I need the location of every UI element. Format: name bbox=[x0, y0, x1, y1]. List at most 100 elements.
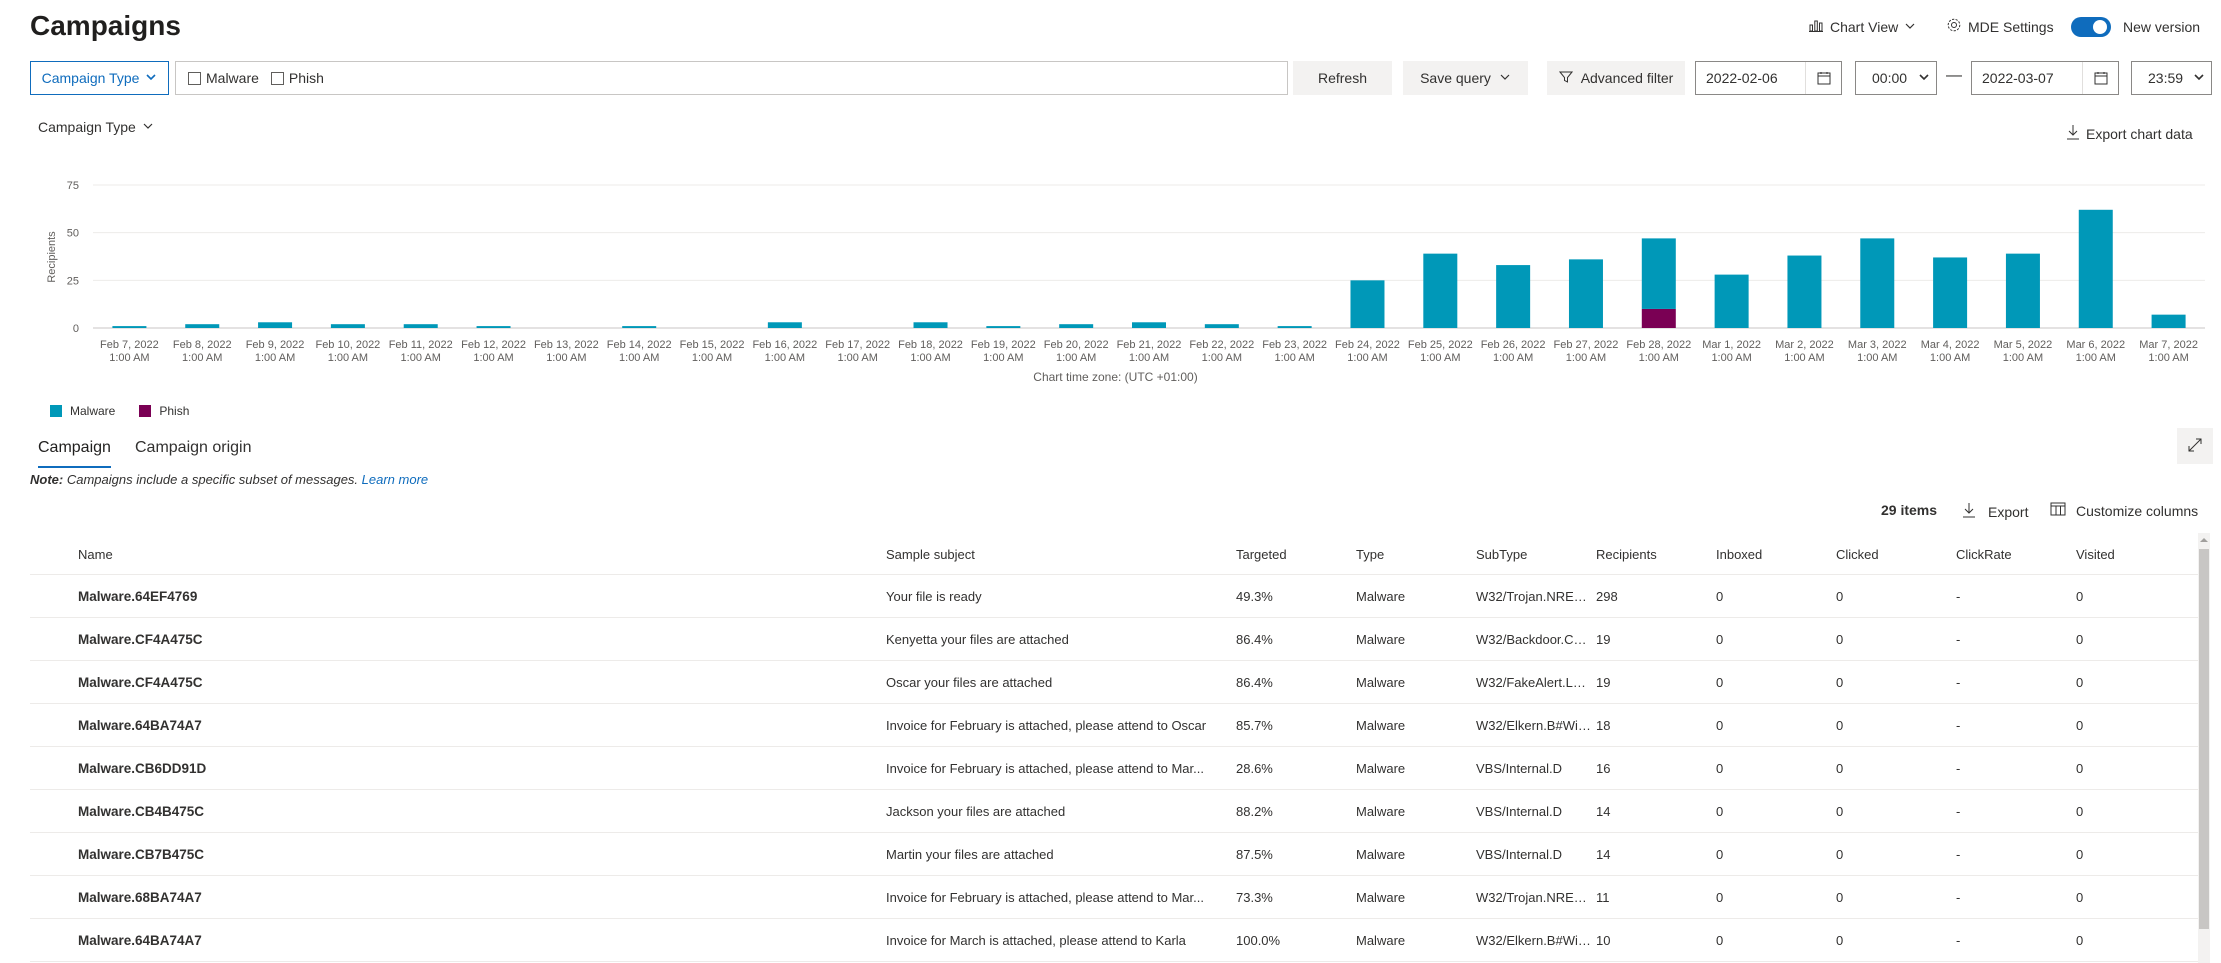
campaign-name-cell[interactable]: Malware.CF4A475C bbox=[78, 675, 203, 690]
table-cell: Invoice for February is attached, please… bbox=[886, 718, 1207, 733]
bar-malware[interactable] bbox=[1059, 324, 1094, 328]
scroll-up-arrow-icon[interactable] bbox=[2200, 536, 2208, 544]
bar-malware[interactable] bbox=[330, 324, 365, 328]
bar-phish[interactable] bbox=[1641, 308, 1676, 328]
new-version-toggle[interactable] bbox=[2071, 17, 2111, 37]
start-date-field[interactable]: 2022-02-06 bbox=[1695, 61, 1842, 95]
table-row[interactable]: Malware.64BA74A7 Invoice for February is … bbox=[30, 704, 2200, 747]
advanced-filter-button[interactable]: Advanced filter bbox=[1547, 61, 1685, 95]
calendar-icon[interactable] bbox=[2082, 62, 2118, 94]
bar-malware[interactable] bbox=[1714, 274, 1749, 328]
bar-malware[interactable] bbox=[1933, 257, 1968, 328]
bar-malware[interactable] bbox=[2151, 314, 2186, 328]
column-header[interactable]: Inboxed bbox=[1716, 547, 1763, 562]
table-cell: 14 bbox=[1596, 804, 1611, 819]
bar-malware[interactable] bbox=[1277, 326, 1312, 328]
table-row[interactable]: Malware.CB7B475C Martin your files are at… bbox=[30, 833, 2200, 876]
campaign-type-dropdown[interactable]: Campaign Type bbox=[30, 61, 169, 95]
campaign-name-cell[interactable]: Malware.68BA74A7 bbox=[78, 890, 202, 905]
bar-malware[interactable] bbox=[1204, 324, 1239, 328]
x-tick-sublabel: 1:00 AM bbox=[109, 352, 149, 364]
campaign-name-cell[interactable]: Malware.CB6DD91D bbox=[78, 761, 207, 776]
bar-malware[interactable] bbox=[258, 322, 293, 328]
column-header[interactable]: ClickRate bbox=[1956, 547, 2012, 562]
x-tick-sublabel: 1:00 AM bbox=[2076, 352, 2116, 364]
bar-malware[interactable] bbox=[2005, 253, 2040, 328]
bar-malware[interactable] bbox=[185, 324, 220, 328]
table-cell: 0 bbox=[1836, 718, 1844, 733]
campaign-name-cell[interactable]: Malware.CF4A475C bbox=[78, 632, 203, 647]
gear-icon bbox=[1946, 17, 1962, 36]
mde-settings-button[interactable]: MDE Settings bbox=[1946, 17, 2054, 36]
bar-malware[interactable] bbox=[1350, 280, 1385, 328]
campaign-name-cell[interactable]: Malware.64BA74A7 bbox=[78, 933, 202, 948]
learn-more-link[interactable]: Learn more bbox=[361, 472, 429, 487]
table-row[interactable]: Malware.CF4A475C Kenyetta your files are … bbox=[30, 618, 2200, 661]
tab-campaign[interactable]: Campaign bbox=[38, 439, 111, 456]
table-row[interactable]: Malware.CF4A475C Oscar your files are att… bbox=[30, 661, 2200, 704]
chart-view-dropdown[interactable]: Chart View bbox=[1808, 17, 1916, 36]
table-row[interactable]: Malware.CB6DD91D Invoice for February is … bbox=[30, 747, 2200, 790]
end-date-field[interactable]: 2022-03-07 bbox=[1971, 61, 2119, 95]
bar-malware[interactable] bbox=[112, 326, 147, 328]
customize-columns-button[interactable]: Customize columns bbox=[2050, 502, 2198, 519]
end-time-select[interactable]: 23:59 bbox=[2131, 61, 2212, 95]
column-header[interactable]: Type bbox=[1356, 547, 1385, 562]
table-cell: 86.4% bbox=[1236, 675, 1273, 690]
table-row[interactable]: Malware.64EF4769 Your file is ready 49.3% M… bbox=[30, 575, 2200, 618]
export-chart-data-button[interactable]: Export chart data bbox=[2066, 124, 2193, 143]
bar-malware[interactable] bbox=[1423, 253, 1458, 328]
start-time-select[interactable]: 00:00 bbox=[1855, 61, 1937, 95]
table-scrollbar[interactable] bbox=[2198, 533, 2210, 963]
bar-malware[interactable] bbox=[986, 326, 1021, 328]
table-row[interactable]: Malware.64BA74A7 Invoice for March is att… bbox=[30, 919, 2200, 962]
calendar-icon[interactable] bbox=[1805, 62, 1841, 94]
legend-item-malware[interactable]: Malware bbox=[50, 404, 115, 418]
column-header[interactable]: Clicked bbox=[1836, 547, 1879, 562]
x-tick-label: Feb 11, 2022 bbox=[389, 339, 453, 351]
bar-malware[interactable] bbox=[1496, 265, 1531, 328]
column-header[interactable]: Visited bbox=[2076, 547, 2115, 562]
malware-checkbox[interactable]: Malware bbox=[188, 70, 259, 86]
table-row[interactable]: Malware.68BA74A7 Invoice for February is … bbox=[30, 876, 2200, 919]
bar-malware[interactable] bbox=[1860, 238, 1895, 328]
bar-malware[interactable] bbox=[476, 326, 511, 328]
campaign-name-cell[interactable]: Malware.CB7B475C bbox=[78, 847, 205, 862]
note-text: Campaigns include a specific subset of m… bbox=[63, 472, 362, 487]
scrollbar-thumb[interactable] bbox=[2199, 549, 2209, 929]
table-row[interactable]: Malware.CB4B475C Jackson your files are a… bbox=[30, 790, 2200, 833]
tab-campaign-origin[interactable]: Campaign origin bbox=[135, 439, 252, 456]
export-button[interactable]: Export bbox=[1962, 502, 2028, 521]
phish-checkbox[interactable]: Phish bbox=[270, 70, 324, 86]
chevron-down-icon bbox=[2193, 70, 2205, 86]
bar-malware[interactable] bbox=[1641, 238, 1676, 309]
campaign-name-cell[interactable]: Malware.CB4B475C bbox=[78, 804, 205, 819]
bar-malware[interactable] bbox=[913, 322, 948, 328]
table-cell: Malware bbox=[1356, 933, 1406, 948]
table-cell: 0 bbox=[1716, 933, 1724, 948]
legend-item-phish[interactable]: Phish bbox=[139, 404, 189, 418]
column-header[interactable]: SubType bbox=[1476, 547, 1528, 562]
expand-button[interactable] bbox=[2177, 428, 2213, 464]
bar-malware[interactable] bbox=[1132, 322, 1166, 328]
campaign-name-cell[interactable]: Malware.64BA74A7 bbox=[78, 718, 202, 733]
group-by-dropdown[interactable]: Campaign Type bbox=[38, 119, 154, 135]
bar-malware[interactable] bbox=[1568, 259, 1603, 328]
refresh-button[interactable]: Refresh bbox=[1293, 61, 1392, 95]
table-cell: VBS/Internal.D bbox=[1476, 847, 1562, 862]
table-cell: 0 bbox=[2076, 589, 2084, 604]
table-cell: Your file is ready bbox=[886, 589, 982, 604]
column-header[interactable]: Recipients bbox=[1596, 547, 1657, 562]
campaign-name-cell[interactable]: Malware.64EF4769 bbox=[78, 589, 198, 604]
x-tick-sublabel: 1:00 AM bbox=[401, 352, 441, 364]
bar-malware[interactable] bbox=[767, 322, 802, 328]
column-header[interactable]: Name bbox=[78, 547, 113, 562]
column-header[interactable]: Targeted bbox=[1236, 547, 1287, 562]
bar-malware[interactable] bbox=[1787, 255, 1822, 328]
table-cell: 87.5% bbox=[1236, 847, 1273, 862]
save-query-button[interactable]: Save query bbox=[1403, 61, 1528, 95]
column-header[interactable]: Sample subject bbox=[886, 547, 975, 562]
bar-malware[interactable] bbox=[622, 326, 657, 328]
bar-malware[interactable] bbox=[2078, 209, 2113, 328]
bar-malware[interactable] bbox=[403, 324, 438, 328]
